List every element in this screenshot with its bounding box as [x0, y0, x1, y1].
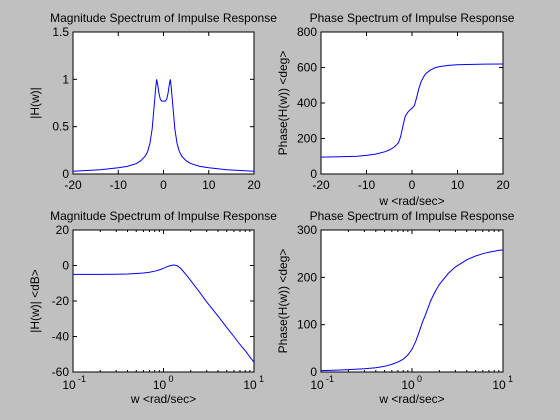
x-tick-label: -20: [312, 178, 330, 192]
y-tick-label: -40: [52, 330, 70, 344]
x-axis-label: w <rad/sec>: [378, 392, 444, 406]
y-tick-label: 400: [297, 96, 317, 110]
y-axis-label: Phase(H(w)) <deg>: [276, 51, 290, 156]
series-line-1: [73, 264, 255, 363]
y-tick-label: 800: [297, 25, 317, 39]
x-tick-label: 10: [202, 178, 216, 192]
plot-area: [72, 229, 255, 373]
y-tick-label: 1: [62, 72, 69, 86]
x-tick-exponent: 1: [259, 374, 264, 384]
x-tick-label: 0: [160, 178, 167, 192]
x-tick-label: 10: [401, 378, 415, 392]
series-line-1: [72, 79, 255, 172]
subplot-2: Phase Spectrum of Impulse Response020040…: [276, 11, 515, 208]
plot-area: [320, 31, 504, 175]
x-tick-label: 20: [496, 178, 510, 192]
y-axis-label: Phase(H(w)) <deg>: [276, 249, 290, 354]
x-tick-label: 10: [243, 378, 257, 392]
subplot-1: Magnitude Spectrum of Impulse Response 0 0…: [28, 11, 277, 192]
y-tick-label: 1.5: [52, 25, 69, 39]
y-tick-label: 0: [310, 365, 317, 379]
plot-area: [72, 31, 255, 175]
chart-title: Phase Spectrum of Impulse Response: [310, 209, 515, 223]
chart-title: Phase Spectrum of Impulse Response: [310, 11, 515, 25]
subplot-4: Phase Spectrum of Impulse Response010020…: [276, 209, 515, 406]
y-tick-label: -60: [52, 365, 70, 379]
y-axis-label: |H(w)| <dB>: [28, 269, 42, 333]
x-tick-exponent: 1: [508, 374, 513, 384]
x-tick-label: -10: [358, 178, 376, 192]
subplot-3: Magnitude Spectrum of Impulse Response -6…: [28, 209, 277, 406]
x-tick-label: 10: [153, 378, 167, 392]
x-tick-label: 10: [310, 378, 324, 392]
x-tick-exponent: 0: [169, 374, 174, 384]
y-axis-label: |H(w)|: [28, 87, 42, 119]
x-tick-exponent: 0: [417, 374, 422, 384]
y-tick-label: 100: [297, 318, 317, 332]
y-tick-label: 300: [297, 223, 317, 237]
x-tick-exponent: -1: [326, 374, 334, 384]
y-tick-label: 200: [297, 132, 317, 146]
y-tick-label: 0: [310, 167, 317, 181]
x-axis-label: w <rad/sec>: [130, 392, 196, 406]
y-tick-label: 0: [62, 167, 69, 181]
chart-title: Magnitude Spectrum of Impulse Response: [50, 11, 277, 25]
x-tick-label: 10: [451, 178, 465, 192]
series-line-1: [320, 63, 504, 158]
y-tick-label: 20: [56, 223, 70, 237]
y-tick-label: 200: [297, 270, 317, 284]
chart-title: Magnitude Spectrum of Impulse Response: [50, 209, 277, 223]
x-tick-label: -10: [110, 178, 128, 192]
x-tick-label: 20: [247, 178, 261, 192]
y-tick-label: -20: [52, 294, 70, 308]
x-axis-label: w <rad/sec>: [378, 194, 444, 208]
x-tick-exponent: -1: [78, 374, 86, 384]
x-tick-label: -20: [64, 178, 82, 192]
x-tick-label: 10: [492, 378, 506, 392]
series-line-1: [320, 249, 504, 372]
y-tick-label: 0: [62, 259, 69, 273]
y-tick-label: 600: [297, 61, 317, 75]
y-tick-label: 0.5: [52, 120, 69, 134]
x-tick-label: 0: [409, 178, 416, 192]
plot-area: [320, 229, 504, 373]
x-tick-label: 10: [62, 378, 76, 392]
